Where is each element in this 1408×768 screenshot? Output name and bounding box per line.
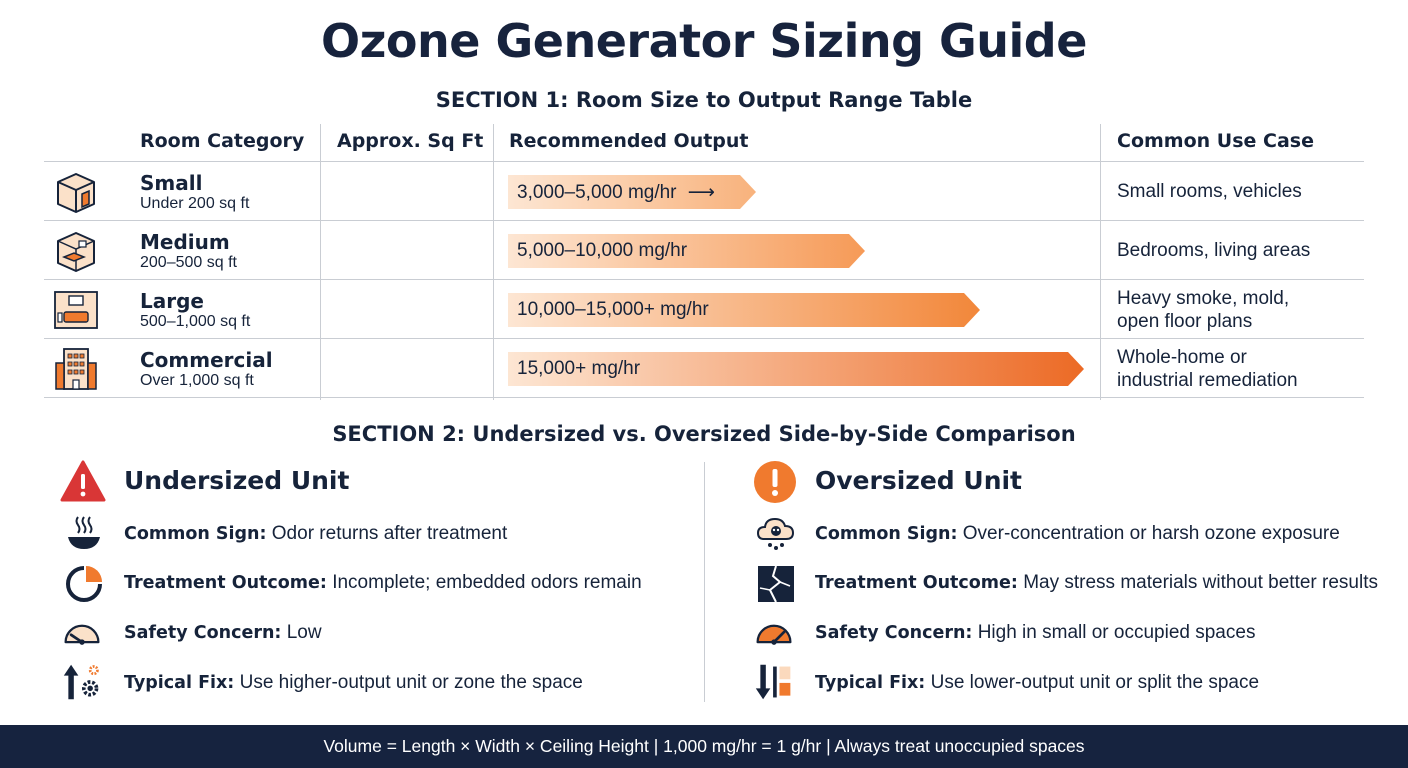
oversized-safety-concern: Safety Concern: High in small or occupie… (815, 622, 1256, 643)
category-name: Small (140, 171, 203, 195)
undersized-typical-fix: Typical Fix: Use higher-output unit or z… (124, 672, 583, 693)
building-icon (55, 348, 97, 390)
living-room-icon (54, 291, 98, 329)
box-room-icon (57, 173, 95, 213)
category-name: Commercial (140, 348, 273, 372)
use-case: Bedrooms, living areas (1117, 240, 1311, 261)
steaming-bowl-icon (68, 516, 100, 549)
table-row-large: Large 500–1,000 sq ft 10,000–15,000+ mg/… (44, 280, 1364, 339)
table-row-commercial: Commercial Over 1,000 sq ft 15,000+ mg/h… (44, 339, 1364, 398)
use-case: Small rooms, vehicles (1117, 181, 1302, 202)
sizing-table: Room Category Approx. Sq Ft Recommended … (44, 124, 1364, 400)
arrow-up-gears-icon (63, 664, 99, 700)
output-arrow-bar (508, 352, 1084, 386)
output-value: 10,000–15,000+ mg/hr (517, 299, 709, 320)
right-arrow-icon: ⟶ (687, 182, 716, 203)
category-name: Large (140, 289, 204, 313)
header-common-use-case: Common Use Case (1117, 130, 1314, 152)
output-value: 5,000–10,000 mg/hr (517, 240, 688, 261)
use-case: Heavy smoke, mold, open floor plans (1117, 288, 1290, 332)
skull-cloud-icon (756, 517, 795, 550)
output-arrow-bar (508, 234, 865, 268)
footer-note: Volume = Length × Width × Ceiling Height… (0, 725, 1408, 768)
exclamation-circle-icon (754, 461, 796, 503)
undersized-treatment-outcome: Treatment Outcome: Incomplete; embedded … (124, 572, 642, 593)
table-row-medium: Medium 200–500 sq ft 5,000–10,000 mg/hr … (44, 221, 1364, 280)
room-cube-icon (57, 232, 95, 272)
column-divider (320, 124, 321, 400)
header-approx-sqft: Approx. Sq Ft (337, 130, 484, 152)
gauge-low-icon (64, 624, 100, 645)
oversized-common-sign: Common Sign: Over-concentration or harsh… (815, 523, 1340, 544)
oversized-treatment-outcome: Treatment Outcome: May stress materials … (815, 572, 1378, 593)
output-value: 15,000+ mg/hr (517, 358, 641, 379)
category-sqft: Under 200 sq ft (140, 195, 250, 212)
undersized-safety-concern: Safety Concern: Low (124, 622, 322, 643)
category-sqft: Over 1,000 sq ft (140, 372, 254, 389)
oversized-typical-fix: Typical Fix: Use lower-output unit or sp… (815, 672, 1260, 693)
column-divider (1100, 124, 1101, 400)
undersized-heading: Undersized Unit (124, 466, 350, 495)
category-sqft: 500–1,000 sq ft (140, 313, 251, 330)
comparison-divider (704, 462, 705, 702)
output-arrow-bar (508, 175, 756, 209)
column-divider (493, 124, 494, 400)
output-arrow-bar (508, 293, 980, 327)
cracked-material-icon (758, 565, 794, 603)
page-title: Ozone Generator Sizing Guide (321, 14, 1087, 68)
category-sqft: 200–500 sq ft (140, 254, 237, 271)
use-case: Whole-home or industrial remediation (1117, 347, 1298, 391)
oversized-heading: Oversized Unit (815, 466, 1023, 495)
category-name: Medium (140, 230, 230, 254)
section1-title: SECTION 1: Room Size to Output Range Tab… (435, 88, 973, 112)
header-recommended-output: Recommended Output (509, 130, 749, 152)
gauge-high-icon (756, 624, 792, 645)
output-value: 3,000–5,000 mg/hr ⟶ (517, 182, 716, 203)
header-room-category: Room Category (140, 130, 305, 152)
warning-triangle-icon (60, 460, 106, 502)
table-row-small: Small Under 200 sq ft 3,000–5,000 mg/hr … (44, 162, 1364, 221)
partial-circle-icon (66, 566, 102, 602)
section2-title: SECTION 2: Undersized vs. Oversized Side… (332, 422, 1076, 446)
undersized-common-sign: Common Sign: Odor returns after treatmen… (124, 523, 508, 544)
arrow-down-split-icon (755, 664, 791, 700)
table-header: Room Category Approx. Sq Ft Recommended … (44, 124, 1364, 162)
